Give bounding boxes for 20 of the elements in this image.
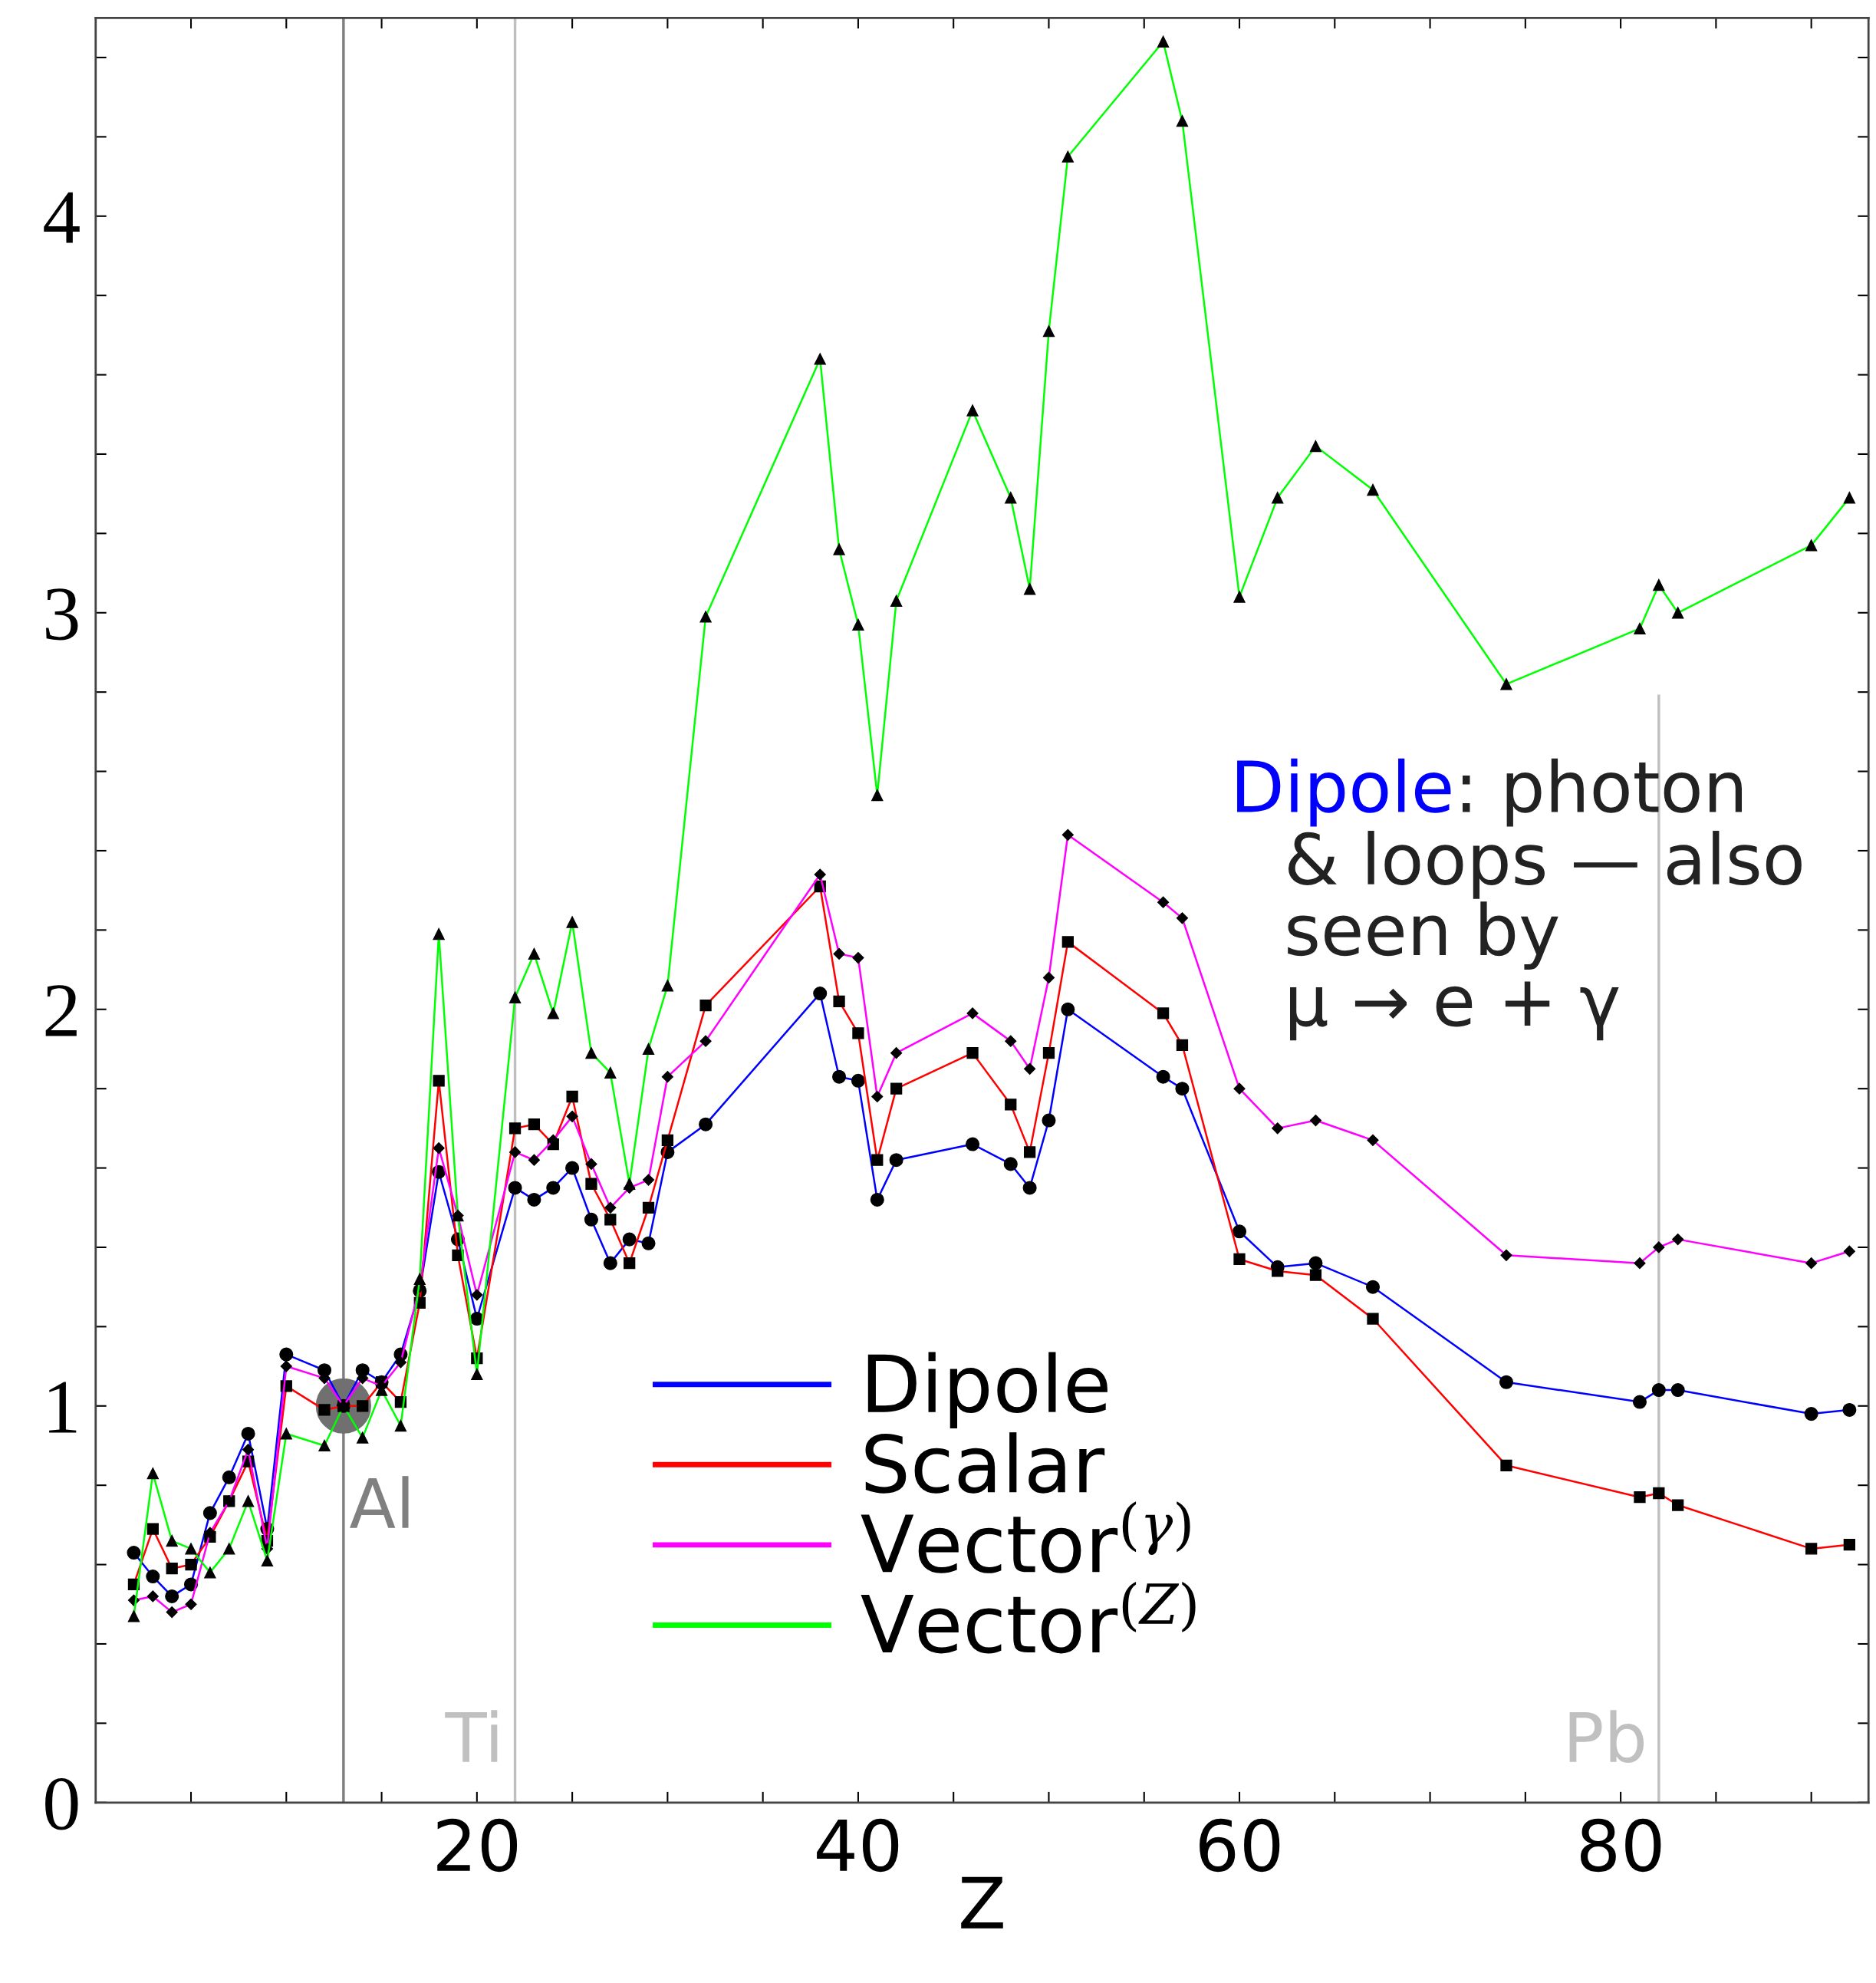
legend-label: Vector$^{(γ)}$ <box>861 1501 1190 1573</box>
ref-line-label: Ti <box>445 1710 498 1762</box>
x-axis-title: Z <box>961 1876 1003 1929</box>
y-tick-label: 0 <box>45 1777 78 1830</box>
x-tick-label: 60 <box>1200 1818 1280 1873</box>
x-tick-label: 40 <box>817 1818 899 1873</box>
ref-line-label: Pb <box>1569 1710 1644 1764</box>
annotation: & loops — also seen by μ → e + γ <box>1288 831 1802 1041</box>
y-tick-label: 2 <box>45 985 77 1036</box>
y-tick-label: 1 <box>49 1382 77 1433</box>
legend-label: Scalar <box>865 1432 1105 1494</box>
y-tick-label: 3 <box>46 588 78 641</box>
annotation: Dipole <box>1237 758 1451 827</box>
ref-line-label: Al <box>350 1476 409 1528</box>
legend-label: Dipole <box>867 1352 1107 1429</box>
y-tick-label: 4 <box>44 192 80 243</box>
annotation: : photon <box>1463 758 1743 827</box>
x-tick-label: 80 <box>1581 1818 1661 1873</box>
x-tick-label: 20 <box>437 1818 518 1873</box>
legend-label: Vector$^{(Z)}$ <box>861 1581 1196 1654</box>
